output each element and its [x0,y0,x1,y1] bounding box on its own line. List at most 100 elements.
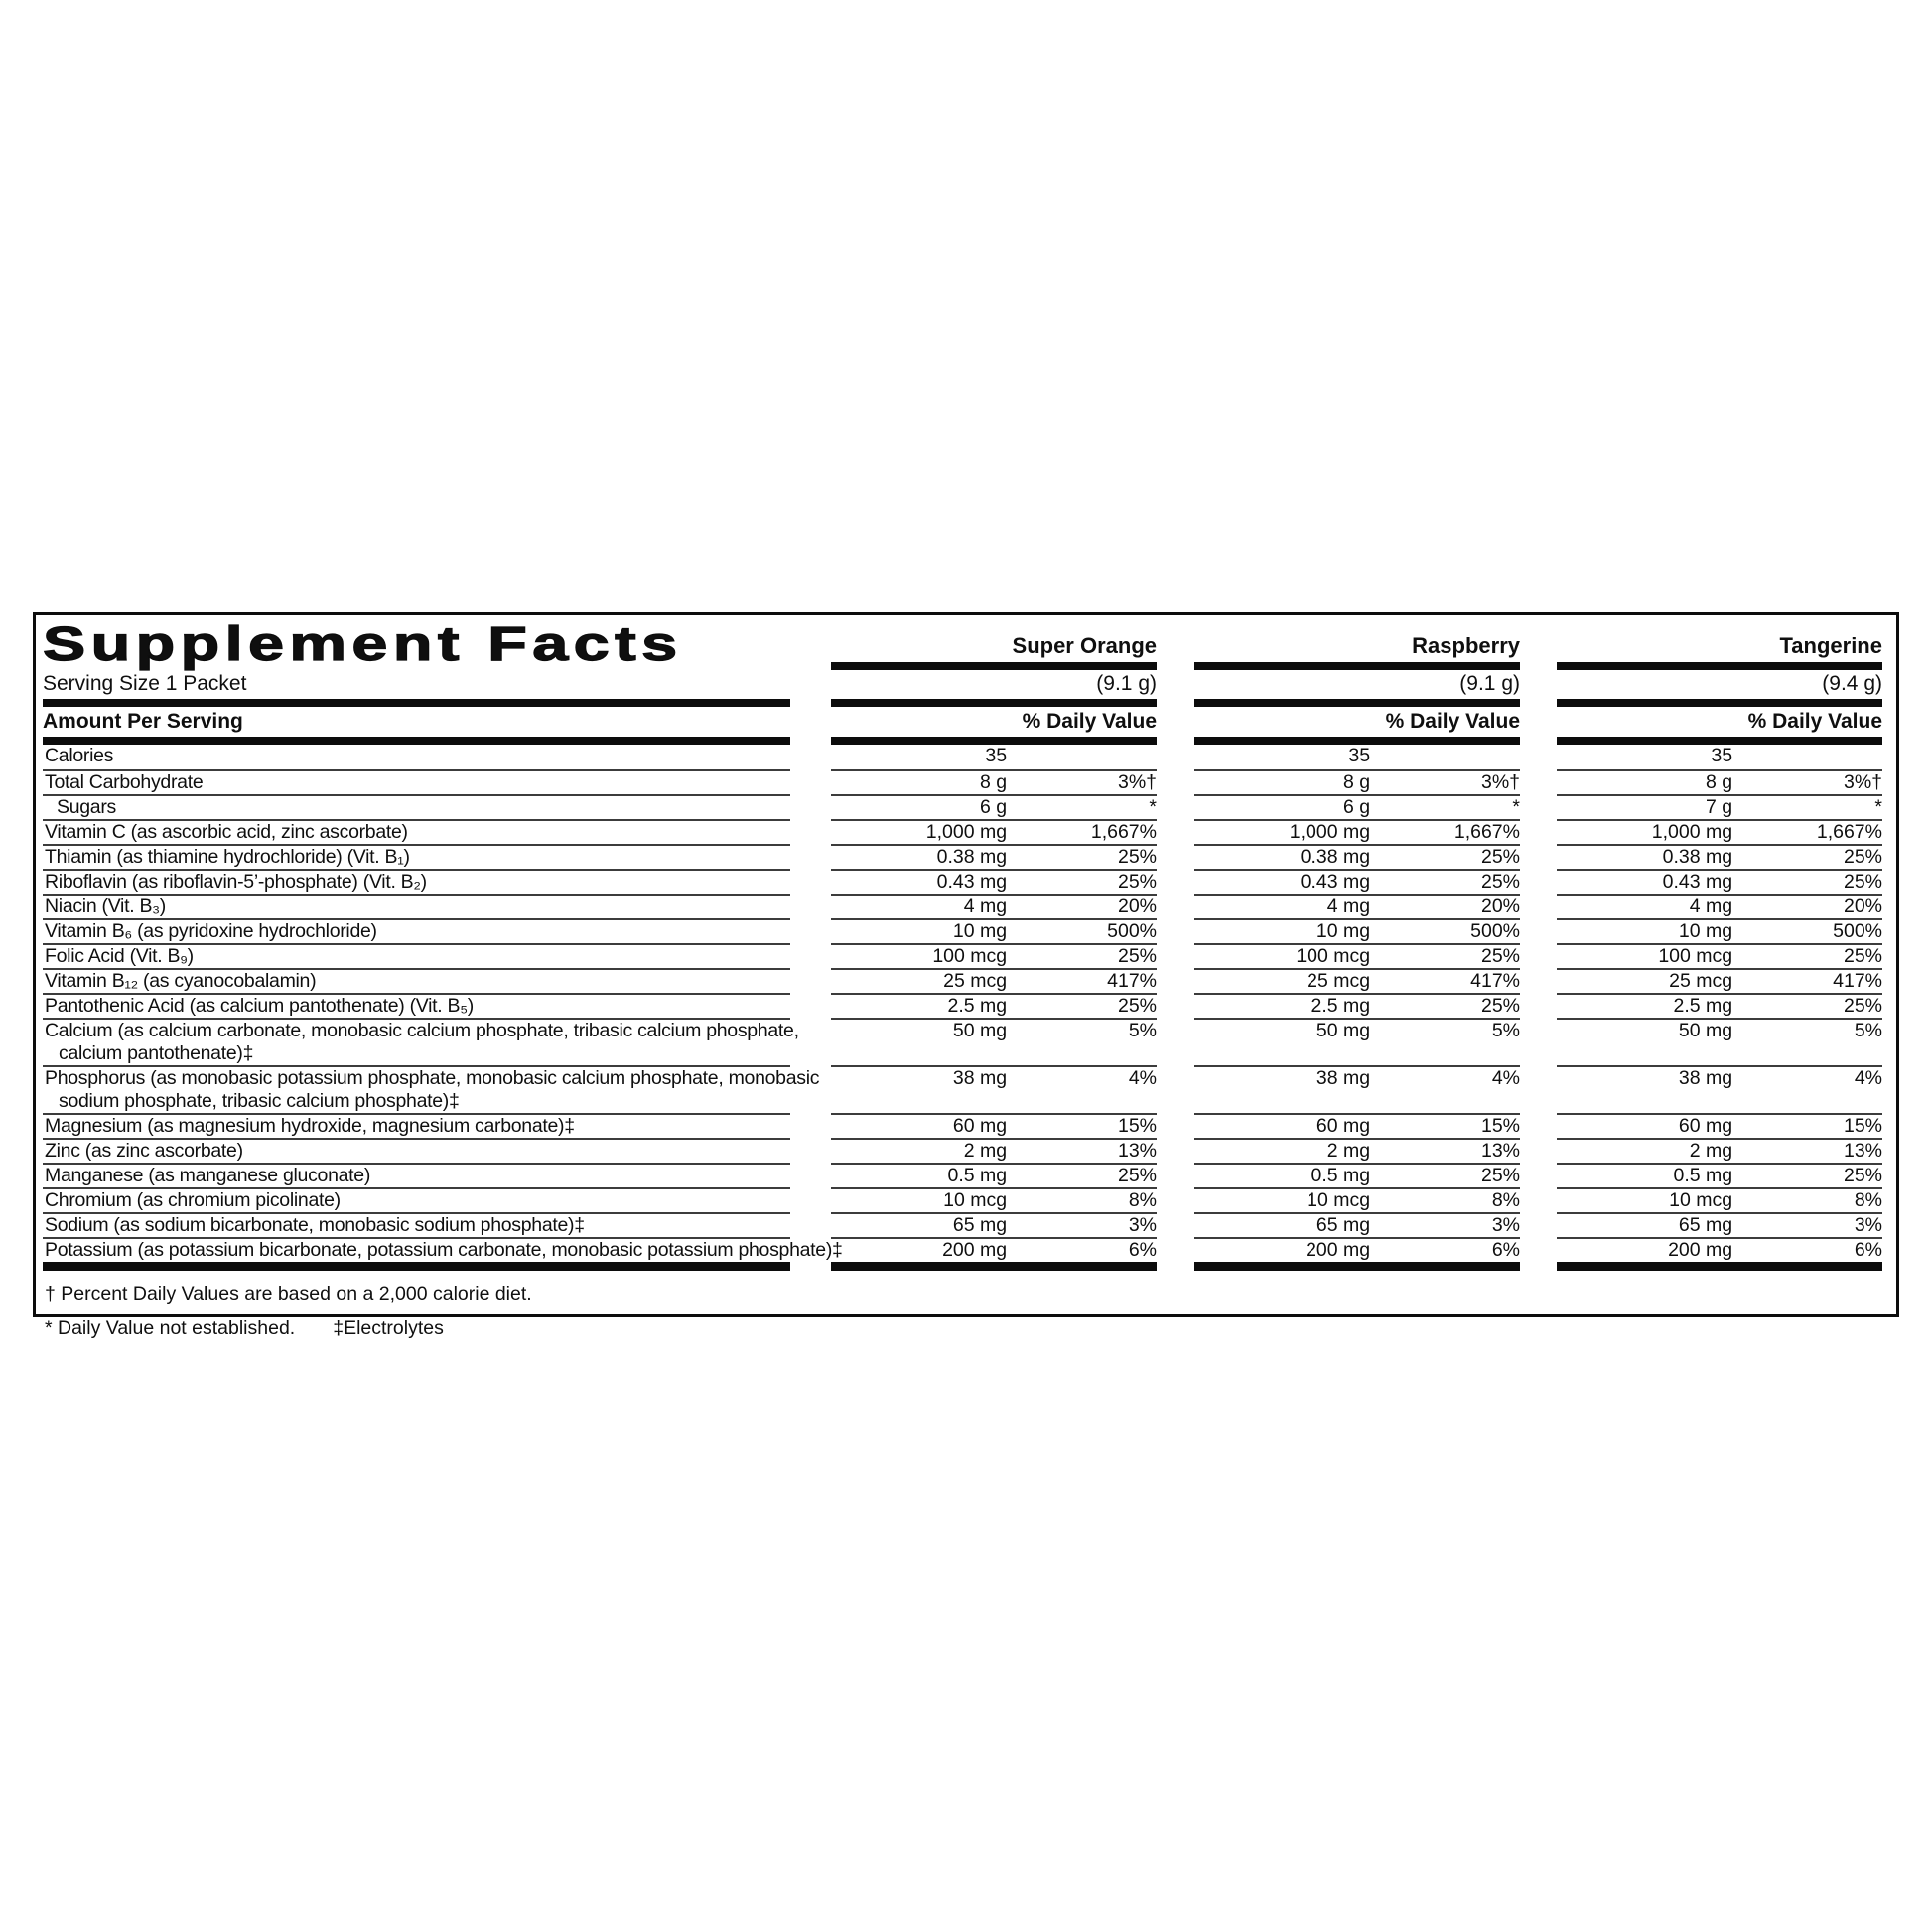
nutrient-value-cell: 50 mg 5% [1557,1018,1882,1065]
nutrient-amount: 0.43 mg [1300,871,1371,893]
nutrient-name: Vitamin B₆ (as pyridoxine hydrochloride) [43,918,790,943]
nutrient-amount: 200 mg [942,1239,1008,1261]
nutrient-amount: 1,000 mg [1289,821,1371,843]
nutrient-daily-value: 417% [1833,970,1882,992]
nutrient-daily-value: 3%† [1480,771,1520,793]
nutrient-amount: 35 [1711,745,1733,766]
nutrient-value-cell: 60 mg 15% [1557,1113,1882,1138]
nutrient-name: Riboflavin (as riboflavin-5’-phosphate) … [43,869,790,894]
nutrient-amount: 35 [985,745,1008,766]
nutrient-daily-value: 3% [1491,1214,1520,1236]
nutrient-name-text: Sodium (as sodium bicarbonate, monobasic… [45,1214,585,1236]
nutrient-daily-value: 25% [1843,945,1882,967]
table-end-bar [1194,1262,1520,1271]
nutrient-amount: 100 mcg [1296,945,1371,967]
nutrient-name-text: Vitamin B₁₂ (as cyanocobalamin) [45,970,317,992]
nutrient-value-cell: 2 mg 13% [831,1138,1157,1163]
nutrient-daily-value: 8% [1128,1189,1157,1211]
nutrient-name-text: Riboflavin (as riboflavin-5’-phosphate) … [45,871,427,893]
nutrient-amount: 65 mg [952,1214,1008,1236]
nutrient-name: Niacin (Vit. B₃) [43,894,790,918]
nutrient-value-cell: 10 mg 500% [1557,918,1882,943]
nutrient-daily-value: 500% [1833,920,1882,942]
amount-per-serving-header: Amount Per Serving [43,707,790,745]
nutrient-amount: 10 mg [1315,920,1371,942]
nutrient-daily-value: 5% [1854,1020,1882,1041]
nutrient-amount: 8 g [1706,771,1733,793]
nutrient-daily-value: 1,667% [1816,821,1882,843]
nutrient-value-cell: 10 mcg 8% [1557,1187,1882,1212]
nutrient-daily-value: 25% [1480,1165,1520,1186]
nutrient-daily-value: 1,667% [1453,821,1520,843]
nutrient-amount: 0.43 mg [936,871,1008,893]
nutrient-daily-value: 20% [1480,896,1520,917]
table-end-bar [1557,1262,1882,1271]
nutrient-amount: 25 mcg [943,970,1008,992]
nutrient-amount: 1,000 mg [1651,821,1733,843]
nutrient-daily-value: 417% [1107,970,1157,992]
nutrient-daily-value: 20% [1843,896,1882,917]
nutrient-amount: 0.38 mg [1300,846,1371,868]
nutrient-daily-value: 20% [1117,896,1157,917]
nutrient-amount: 0.38 mg [1662,846,1733,868]
nutrient-amount: 100 mcg [1658,945,1733,967]
nutrient-value-cell: 8 g 3%† [831,769,1157,794]
nutrient-daily-value: 25% [1480,846,1520,868]
nutrient-daily-value: 8% [1491,1189,1520,1211]
nutrient-name-text: Folic Acid (Vit. B₉) [45,945,194,967]
nutrient-amount: 200 mg [1668,1239,1733,1261]
nutrient-value-cell: 10 mg 500% [1194,918,1520,943]
nutrient-amount: 2.5 mg [1311,995,1371,1017]
nutrient-amount: 25 mcg [1307,970,1371,992]
nutrient-name: Calcium (as calcium carbonate, monobasic… [43,1018,799,1065]
nutrient-amount: 38 mg [952,1067,1008,1089]
nutrient-value-cell: 2.5 mg 25% [1557,993,1882,1018]
nutrient-value-cell: 6 g * [1194,794,1520,819]
nutrient-daily-value: 25% [1843,846,1882,868]
nutrient-value-cell: 2 mg 13% [1557,1138,1882,1163]
nutrient-daily-value: 3%† [1117,771,1157,793]
daily-value-header: % Daily Value [1557,707,1882,745]
nutrient-value-cell: 2.5 mg 25% [1194,993,1520,1018]
nutrient-value-cell: 8 g 3%† [1194,769,1520,794]
nutrient-name: Vitamin B₁₂ (as cyanocobalamin) [43,968,790,993]
nutrient-amount: 2 mg [963,1140,1008,1162]
nutrient-name-line: Calcium (as calcium carbonate, monobasic… [45,1020,799,1041]
nutrient-value-cell: 65 mg 3% [831,1212,1157,1237]
nutrient-amount: 60 mg [1678,1115,1733,1137]
nutrient-name-text: Potassium (as potassium bicarbonate, pot… [45,1239,843,1261]
nutrient-daily-value: 3%† [1843,771,1882,793]
nutrient-daily-value: 4% [1854,1067,1882,1089]
daily-value-header: % Daily Value [1194,707,1520,745]
header-grid: Supplement Facts Serving Size 1 Packet A… [42,617,1883,745]
nutrient-name-text: Sugars [57,796,116,818]
nutrient-amount: 25 mcg [1669,970,1733,992]
nutrient-name-text: Niacin (Vit. B₃) [45,896,166,917]
nutrient-daily-value: 25% [1117,995,1157,1017]
nutrient-value-cell: 2 mg 13% [1194,1138,1520,1163]
nutrient-value-cell: 200 mg 6% [831,1237,1157,1262]
nutrient-daily-value: 8% [1854,1189,1882,1211]
nutrient-value-cell: 25 mcg 417% [831,968,1157,993]
nutrient-name-text: Vitamin B₆ (as pyridoxine hydrochloride) [45,920,377,942]
nutrient-value-cell: 38 mg 4% [1557,1065,1882,1113]
nutrient-daily-value: 25% [1480,995,1520,1017]
flavor-column-header: Raspberry [1194,617,1520,670]
nutrient-value-cell: 100 mcg 25% [1557,943,1882,968]
nutrient-value-cell: 38 mg 4% [1194,1065,1520,1113]
nutrient-amount: 0.5 mg [1673,1165,1733,1186]
flavor-weight: (9.1 g) [831,670,1157,707]
nutrient-daily-value: 500% [1470,920,1520,942]
label-title: Supplement Facts [42,619,683,671]
nutrient-daily-value: 13% [1843,1140,1882,1162]
nutrient-value-cell: 0.38 mg 25% [1557,844,1882,869]
nutrient-name: Folic Acid (Vit. B₉) [43,943,790,968]
nutrient-amount: 60 mg [1315,1115,1371,1137]
nutrient-value-cell: 100 mcg 25% [1194,943,1520,968]
nutrient-amount: 50 mg [1315,1020,1371,1041]
flavor-weight: (9.1 g) [1194,670,1520,707]
nutrient-name: Vitamin C (as ascorbic acid, zinc ascorb… [43,819,790,844]
nutrient-daily-value: 15% [1117,1115,1157,1137]
nutrient-value-cell: 35 [831,745,1157,769]
